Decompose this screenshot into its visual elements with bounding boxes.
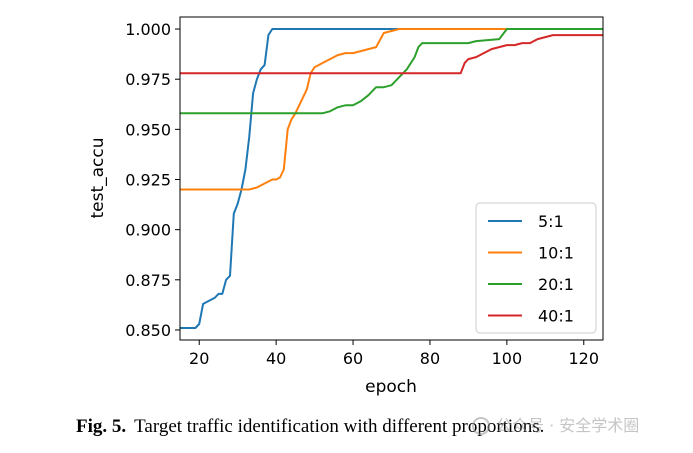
figure-caption-text: Target traffic identification with diffe… (134, 416, 545, 437)
y-ticks: 0.850 0.875 0.900 0.925 0.950 0.975 1.000 (125, 20, 180, 340)
x-tick-label: 20 (189, 349, 209, 368)
legend-label: 20:1 (538, 275, 574, 294)
series-line-2 (180, 28, 603, 191)
y-tick-label: 1.000 (125, 20, 171, 39)
legend: 5:1 10:1 20:1 40:1 (475, 202, 597, 334)
figure-caption: Fig. 5. Target traffic identification wit… (76, 416, 544, 438)
x-ticks: 20 40 60 80 100 120 (189, 340, 599, 368)
x-axis-label: epoch (365, 377, 417, 397)
x-tick-label: 120 (568, 349, 599, 368)
x-tick-label: 60 (343, 349, 363, 368)
watermark-text: 公众号 · 安全学术圈 (496, 416, 640, 435)
series-line-4 (180, 34, 603, 75)
legend-box (475, 202, 597, 334)
watermark: 公众号 · 安全学术圈 (472, 412, 639, 436)
plot-frame (179, 16, 604, 341)
legend-label: 5:1 (538, 212, 564, 231)
legend-label: 40:1 (538, 307, 574, 326)
chart: 20 40 60 80 100 120 0.850 0.875 0.900 0.925 0.950… (88, 16, 604, 397)
x-tick-label: 100 (492, 349, 523, 368)
series-layer (180, 28, 603, 329)
series-line-1 (180, 28, 603, 329)
y-tick-label: 0.975 (125, 70, 171, 89)
legend-label: 10:1 (538, 244, 574, 263)
y-tick-label: 0.900 (125, 221, 171, 240)
wechat-icon (472, 417, 490, 435)
y-tick-label: 0.950 (125, 120, 171, 139)
y-tick-label: 0.850 (125, 321, 171, 340)
x-tick-label: 40 (266, 349, 286, 368)
x-tick-label: 80 (420, 349, 440, 368)
y-tick-label: 0.875 (125, 271, 171, 290)
figure-label: Fig. 5. (76, 416, 127, 437)
y-tick-label: 0.925 (125, 171, 171, 190)
y-axis-label: test_accu (88, 137, 108, 218)
series-line-3 (180, 28, 603, 115)
